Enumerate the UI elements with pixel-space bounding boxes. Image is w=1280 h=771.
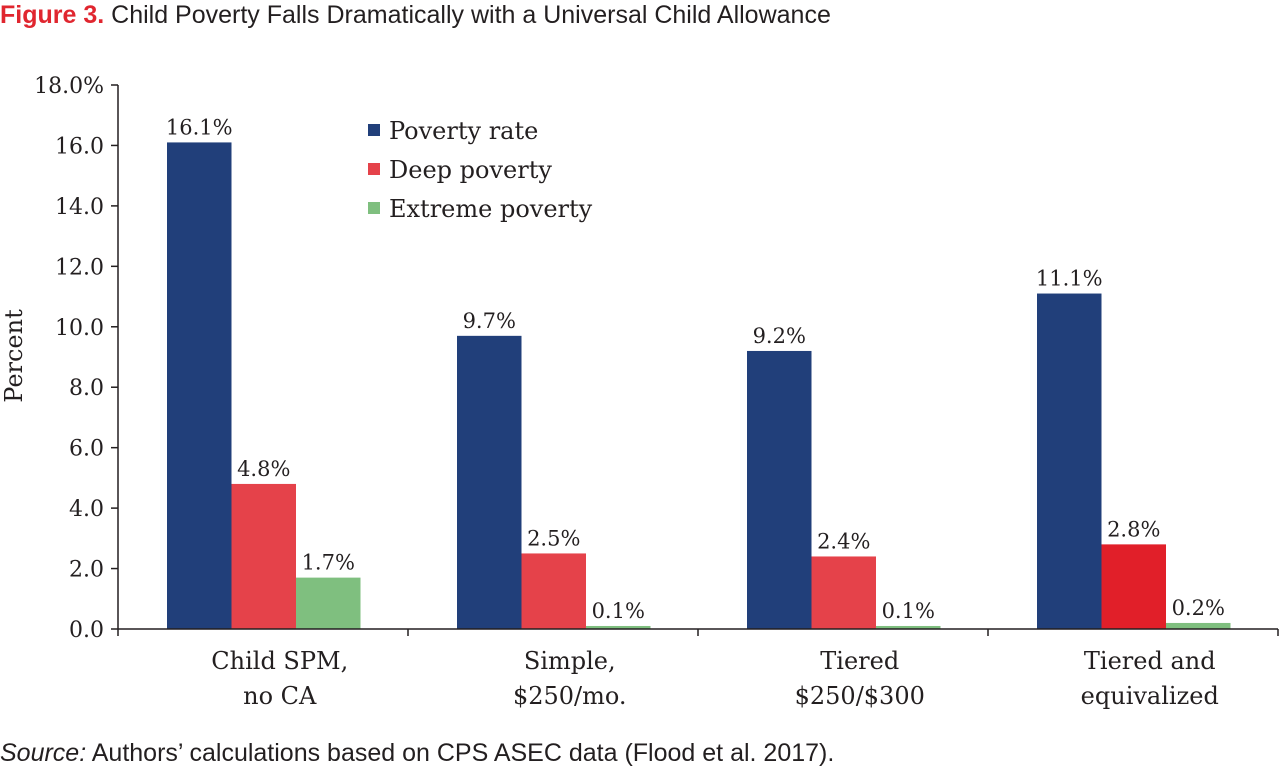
y-tick-label: 2.0: [69, 558, 104, 583]
bars: [167, 142, 1231, 629]
y-tick-label: 0.0: [69, 618, 104, 643]
bar-deep-poverty: [231, 483, 296, 629]
bar-value-label: 2.8%: [1107, 517, 1160, 541]
bar-value-label: 0.1%: [882, 599, 935, 623]
x-axis: Child SPM, no CA Simple, $250/mo. Tiered $250…: [117, 628, 1279, 710]
legend-swatch: [368, 202, 380, 214]
y-tick-label: 16.0: [55, 134, 104, 159]
y-axis-title: Percent: [0, 309, 28, 403]
bar-deep-poverty: [521, 553, 586, 629]
bar-value-label: 11.1%: [1036, 267, 1103, 291]
bar-value-label: 9.2%: [753, 324, 806, 348]
figure-title-text: Child Poverty Falls Dramatically with a …: [111, 1, 831, 29]
bar-value-label: 2.5%: [527, 526, 580, 550]
bar-extreme-poverty: [296, 577, 361, 629]
bar-deep-poverty: [1101, 544, 1166, 629]
bar-value-label: 1.7%: [302, 551, 355, 575]
source-label: Source:: [0, 739, 87, 767]
x-category-label: Tiered and equivalized: [1081, 647, 1219, 710]
y-tick-label: 12.0: [55, 255, 104, 280]
bar-extreme-poverty: [586, 625, 651, 629]
legend-label: Extreme poverty: [389, 195, 593, 223]
bar-extreme-poverty: [876, 625, 941, 629]
bar-poverty-rate: [747, 350, 812, 629]
y-tick-label: 6.0: [69, 437, 104, 462]
figure-title: Figure 3. Child Poverty Falls Dramatical…: [0, 0, 831, 30]
bar-poverty-rate: [457, 335, 522, 629]
bar-extreme-poverty: [1166, 622, 1231, 629]
data-labels: 16.1% 9.7% 9.2% 11.1% 4.8% 2.5% 2.4% 2.8% 1.7% 0.…: [166, 115, 1225, 623]
source-note: Source: Authors’ calculations based on C…: [0, 737, 834, 769]
legend: Poverty rate Deep poverty Extreme poverty: [368, 117, 593, 223]
bar-deep-poverty: [811, 556, 876, 629]
bar-value-label: 0.2%: [1172, 596, 1225, 620]
y-tick-label: 8.0: [69, 376, 104, 401]
legend-swatch: [368, 163, 380, 175]
legend-label: Poverty rate: [389, 117, 538, 145]
y-tick-label: 4.0: [69, 497, 104, 522]
bar-poverty-rate: [167, 142, 232, 629]
bar-value-label: 0.1%: [592, 599, 645, 623]
x-category-label: Simple, $250/mo.: [513, 647, 627, 710]
x-category-label: Child SPM, no CA: [211, 647, 348, 710]
bar-value-label: 9.7%: [463, 309, 516, 333]
figure-label: Figure 3.: [0, 1, 105, 29]
legend-label: Deep poverty: [389, 156, 552, 184]
y-tick-label: 18.0%: [34, 74, 104, 99]
x-category-label: Tiered $250/$300: [795, 647, 925, 710]
y-tick-label: 10.0: [55, 316, 104, 341]
y-axis: 0.0 2.0 4.0 6.0 8.0 10.0 12.0 14.0 16.0 18.0%: [34, 74, 119, 643]
bar-value-label: 2.4%: [817, 529, 870, 553]
bar-value-label: 16.1%: [166, 115, 233, 139]
bar-poverty-rate: [1037, 293, 1102, 629]
legend-swatch: [368, 124, 380, 136]
y-tick-label: 14.0: [55, 195, 104, 220]
bar-value-label: 4.8%: [237, 457, 290, 481]
source-text: Authors’ calculations based on CPS ASEC …: [91, 739, 835, 767]
